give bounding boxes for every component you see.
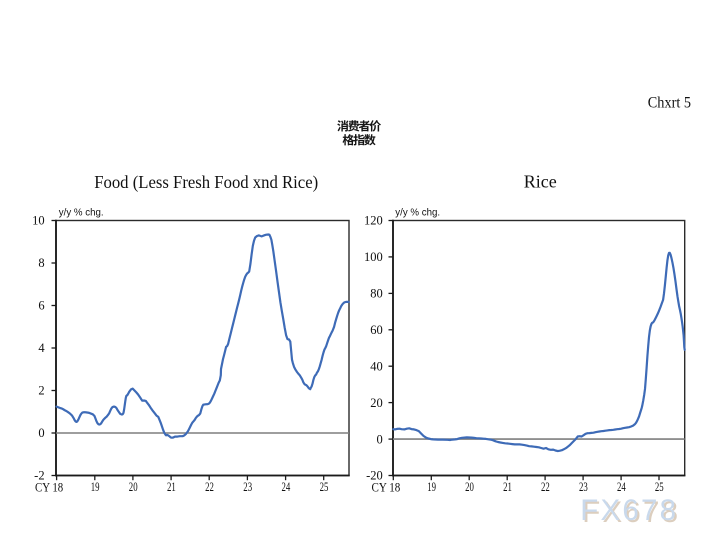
svg-text:100: 100 (364, 250, 383, 264)
svg-text:y/y % chg.: y/y % chg. (59, 207, 104, 219)
svg-text:20: 20 (129, 480, 138, 494)
svg-text:21: 21 (503, 480, 512, 494)
svg-text:40: 40 (370, 359, 383, 373)
svg-text:19: 19 (91, 480, 100, 494)
svg-text:-20: -20 (366, 469, 383, 483)
svg-text:CY 18: CY 18 (35, 481, 63, 495)
svg-text:25: 25 (655, 480, 664, 494)
svg-text:120: 120 (364, 214, 383, 228)
svg-text:4: 4 (38, 341, 45, 355)
svg-text:6: 6 (38, 299, 44, 313)
svg-text:8: 8 (38, 256, 44, 270)
svg-text:25: 25 (320, 480, 329, 494)
svg-text:0: 0 (377, 432, 383, 446)
svg-text:24: 24 (282, 480, 291, 494)
svg-text:20: 20 (465, 480, 474, 494)
svg-text:22: 22 (541, 480, 550, 494)
svg-text:2: 2 (38, 384, 44, 398)
svg-text:23: 23 (243, 480, 252, 494)
svg-text:FX678: FX678 (580, 494, 678, 527)
svg-text:20: 20 (370, 396, 383, 410)
svg-text:24: 24 (617, 480, 626, 494)
svg-text:Rice: Rice (524, 171, 557, 191)
svg-text:60: 60 (370, 323, 383, 337)
svg-text:22: 22 (205, 480, 214, 494)
svg-text:10: 10 (32, 214, 45, 228)
svg-text:21: 21 (167, 480, 176, 494)
svg-text:Chxrt 5: Chxrt 5 (648, 95, 691, 112)
svg-text:23: 23 (579, 480, 588, 494)
svg-text:FX678: FX678 (582, 496, 680, 529)
svg-text:CY 18: CY 18 (372, 481, 401, 495)
svg-text:Food (Less Fresh Food xnd Rice: Food (Less Fresh Food xnd Rice) (94, 172, 318, 192)
svg-text:-2: -2 (34, 469, 44, 483)
svg-text:19: 19 (427, 480, 436, 494)
svg-text:y/y % chg.: y/y % chg. (395, 207, 440, 219)
svg-text:80: 80 (370, 287, 383, 301)
svg-text:0: 0 (38, 426, 44, 440)
